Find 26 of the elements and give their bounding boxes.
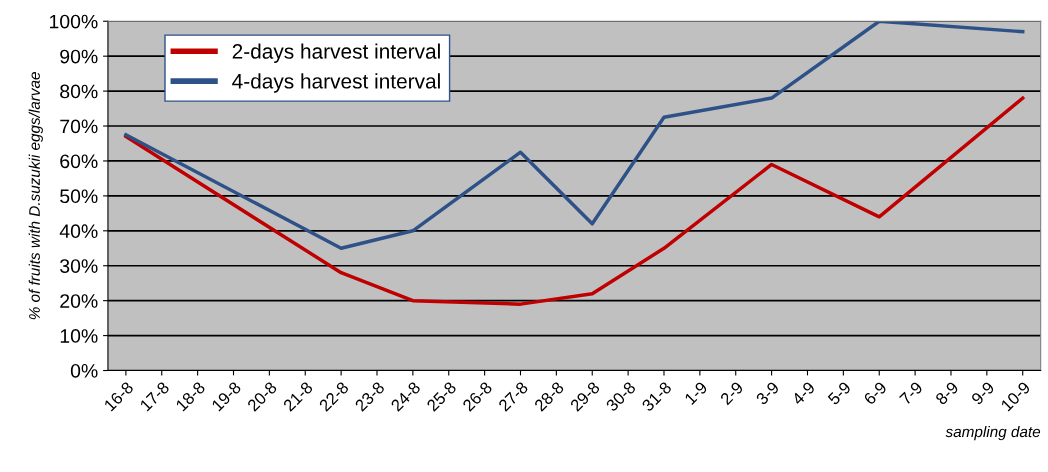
legend-label: 4-days harvest interval (232, 73, 440, 93)
y-tick-label: 30% (60, 259, 98, 273)
y-tick-label: 20% (60, 294, 98, 308)
legend-label: 2-days harvest interval (232, 43, 440, 63)
x-axis-title: sampling date (945, 425, 1041, 441)
y-tick-label: 70% (60, 119, 98, 134)
x-tick-label: 1-9 (684, 381, 708, 406)
x-tick-label: 5-9 (827, 381, 852, 406)
x-tick-label: 6-9 (863, 381, 888, 406)
x-tick-label: 3-9 (755, 381, 780, 406)
y-tick-label: 10% (60, 329, 98, 343)
y-tick-label: 0% (70, 363, 98, 378)
x-tick-label: 9-9 (970, 381, 995, 406)
line-series (124, 96, 1025, 306)
y-tick-label: 40% (59, 224, 98, 239)
x-tick-label: 2-9 (719, 381, 744, 406)
line-series (124, 21, 1025, 251)
x-tick-label: 8-9 (934, 381, 960, 406)
y-tick-label: 50% (60, 189, 98, 204)
y-axis-title: % of fruits with D.suzukii eggs/larvae (28, 72, 43, 320)
x-tick-label: 7-9 (898, 381, 924, 406)
y-tick-label: 80% (60, 84, 98, 99)
y-tick-label: 100% (49, 14, 98, 29)
x-tick-label: 4-9 (791, 381, 816, 406)
y-tick-label: 60% (60, 154, 98, 169)
y-tick-label: 90% (60, 49, 98, 64)
